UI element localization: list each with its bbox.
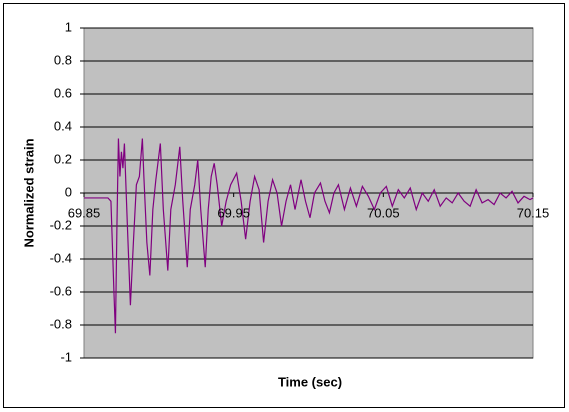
y-tick-label: 0.6 xyxy=(54,85,72,100)
x-tick-label: 70.15 xyxy=(517,205,550,220)
y-tick-label: -0.2 xyxy=(50,217,72,232)
x-tick-label: 69.95 xyxy=(217,205,250,220)
y-axis-label: Normalized strain xyxy=(21,138,36,247)
y-tick-label: -0.4 xyxy=(50,250,72,265)
x-axis-label: Time (sec) xyxy=(278,374,342,389)
y-tick-label: 0.8 xyxy=(54,52,72,67)
y-tick-label: -0.8 xyxy=(50,316,72,331)
data-line xyxy=(84,138,534,334)
y-tick-label: 0 xyxy=(65,184,72,199)
y-tick-label: -0.6 xyxy=(50,283,72,298)
x-tick-label: 70.05 xyxy=(367,205,400,220)
y-tick-label: -1 xyxy=(60,349,72,364)
y-tick-label: 0.4 xyxy=(54,118,72,133)
y-tick-label: 0.2 xyxy=(54,151,72,166)
y-tick-label: 1 xyxy=(65,19,72,34)
x-tick-label: 69.85 xyxy=(68,205,101,220)
